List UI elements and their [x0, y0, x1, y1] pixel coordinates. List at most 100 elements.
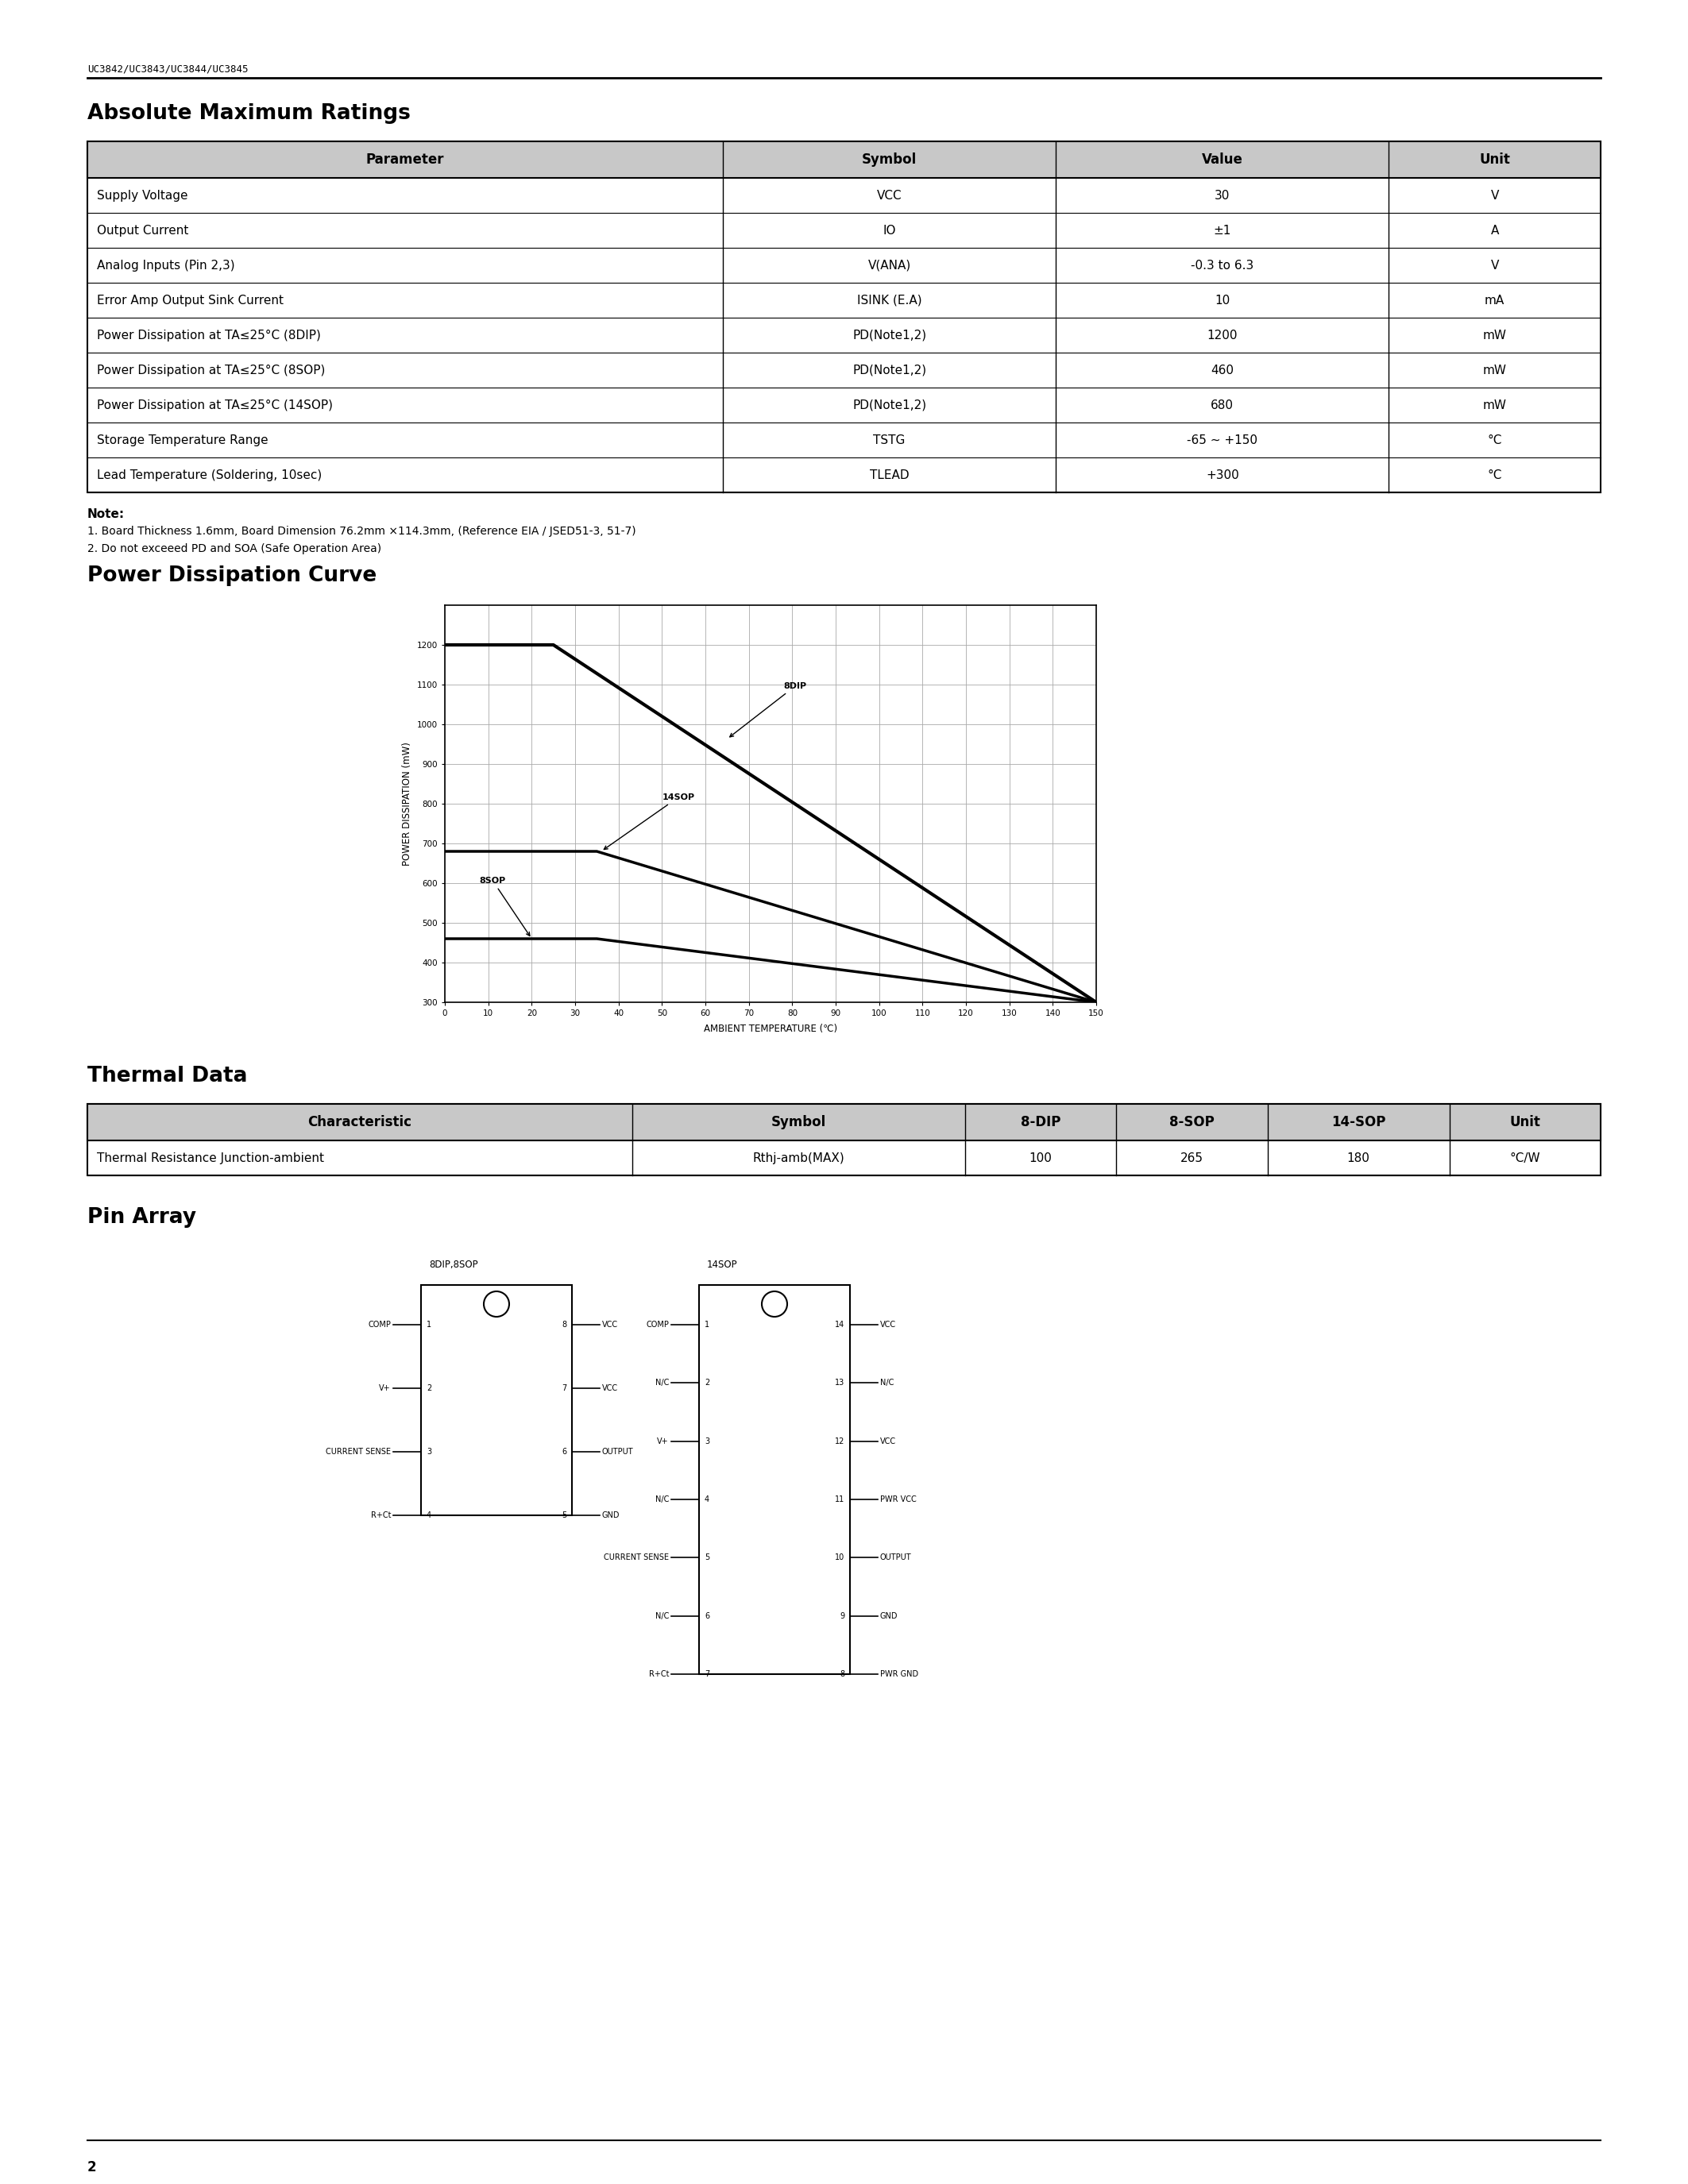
- Text: -0.3 to 6.3: -0.3 to 6.3: [1190, 260, 1254, 271]
- Text: OUTPUT: OUTPUT: [879, 1553, 912, 1562]
- Text: V: V: [1491, 260, 1499, 271]
- Text: R+Ct: R+Ct: [648, 1671, 668, 1677]
- Text: 3: 3: [427, 1448, 432, 1457]
- Text: 2: 2: [88, 2160, 96, 2175]
- Text: 12: 12: [834, 1437, 844, 1446]
- Text: mW: mW: [1482, 365, 1507, 376]
- Text: 8DIP,8SOP: 8DIP,8SOP: [429, 1260, 478, 1269]
- Text: 14-SOP: 14-SOP: [1332, 1116, 1386, 1129]
- Text: VCC: VCC: [603, 1321, 618, 1328]
- Text: mA: mA: [1485, 295, 1504, 306]
- Text: 3: 3: [704, 1437, 709, 1446]
- Text: 460: 460: [1210, 365, 1234, 376]
- Text: Power Dissipation at TA≤25°C (8DIP): Power Dissipation at TA≤25°C (8DIP): [96, 330, 321, 341]
- Text: Rthj-amb(MAX): Rthj-amb(MAX): [753, 1151, 844, 1164]
- Text: °C: °C: [1487, 470, 1502, 480]
- Text: 1: 1: [704, 1321, 709, 1328]
- Circle shape: [761, 1291, 787, 1317]
- Text: Note:: Note:: [88, 509, 125, 520]
- Text: PWR GND: PWR GND: [879, 1671, 918, 1677]
- Y-axis label: POWER DISSIPATION (mW): POWER DISSIPATION (mW): [402, 743, 412, 865]
- Text: GND: GND: [603, 1511, 619, 1520]
- Text: Supply Voltage: Supply Voltage: [96, 190, 187, 201]
- Text: V+: V+: [380, 1385, 392, 1391]
- Text: Error Amp Output Sink Current: Error Amp Output Sink Current: [96, 295, 284, 306]
- Text: 180: 180: [1347, 1151, 1371, 1164]
- Text: 14SOP: 14SOP: [707, 1260, 738, 1269]
- Text: Output Current: Output Current: [96, 225, 189, 236]
- Text: 100: 100: [1030, 1151, 1052, 1164]
- Text: Power Dissipation at TA≤25°C (14SOP): Power Dissipation at TA≤25°C (14SOP): [96, 400, 333, 411]
- Text: PWR VCC: PWR VCC: [879, 1496, 917, 1503]
- Text: CURRENT SENSE: CURRENT SENSE: [326, 1448, 392, 1457]
- Text: 6: 6: [704, 1612, 709, 1621]
- Text: Absolute Maximum Ratings: Absolute Maximum Ratings: [88, 103, 410, 124]
- Text: 30: 30: [1215, 190, 1231, 201]
- Text: °C/W: °C/W: [1509, 1151, 1539, 1164]
- Circle shape: [484, 1291, 510, 1317]
- Text: 265: 265: [1180, 1151, 1204, 1164]
- Text: ISINK (E.A): ISINK (E.A): [858, 295, 922, 306]
- Text: mW: mW: [1482, 400, 1507, 411]
- Text: 14SOP: 14SOP: [604, 793, 695, 850]
- Text: VCC: VCC: [603, 1385, 618, 1391]
- Text: 14: 14: [834, 1321, 844, 1328]
- Bar: [88, 1103, 1600, 1140]
- Text: N/C: N/C: [879, 1378, 895, 1387]
- Text: -65 ~ +150: -65 ~ +150: [1187, 435, 1258, 446]
- Text: 2: 2: [704, 1378, 709, 1387]
- Text: 5: 5: [562, 1511, 567, 1520]
- Text: 5: 5: [704, 1553, 709, 1562]
- Text: VCC: VCC: [876, 190, 901, 201]
- Text: IO: IO: [883, 225, 896, 236]
- Bar: [420, 1284, 572, 1516]
- Bar: [88, 142, 1600, 491]
- Text: 1200: 1200: [1207, 330, 1237, 341]
- Text: Power Dissipation Curve: Power Dissipation Curve: [88, 566, 376, 585]
- Text: Analog Inputs (Pin 2,3): Analog Inputs (Pin 2,3): [96, 260, 235, 271]
- Text: 1. Board Thickness 1.6mm, Board Dimension 76.2mm ×114.3mm, (Reference EIA / JSED: 1. Board Thickness 1.6mm, Board Dimensio…: [88, 526, 636, 537]
- Bar: [88, 142, 1600, 177]
- Text: Thermal Data: Thermal Data: [88, 1066, 248, 1085]
- Text: V: V: [1491, 190, 1499, 201]
- Text: Characteristic: Characteristic: [307, 1116, 412, 1129]
- Text: UC3842/UC3843/UC3844/UC3845: UC3842/UC3843/UC3844/UC3845: [88, 63, 248, 74]
- Text: 9: 9: [839, 1612, 844, 1621]
- Text: 10: 10: [1215, 295, 1231, 306]
- Text: Value: Value: [1202, 153, 1242, 166]
- Text: Pin Array: Pin Array: [88, 1208, 196, 1227]
- Text: 8SOP: 8SOP: [479, 876, 530, 937]
- Text: GND: GND: [879, 1612, 898, 1621]
- Text: R+Ct: R+Ct: [371, 1511, 392, 1520]
- Text: PD(Note1,2): PD(Note1,2): [852, 330, 927, 341]
- Bar: [699, 1284, 851, 1675]
- Text: 8-DIP: 8-DIP: [1021, 1116, 1060, 1129]
- Text: Lead Temperature (Soldering, 10sec): Lead Temperature (Soldering, 10sec): [96, 470, 322, 480]
- Text: CURRENT SENSE: CURRENT SENSE: [604, 1553, 668, 1562]
- Text: Storage Temperature Range: Storage Temperature Range: [96, 435, 268, 446]
- Text: Unit: Unit: [1509, 1116, 1541, 1129]
- Text: 4: 4: [427, 1511, 432, 1520]
- Text: 6: 6: [562, 1448, 567, 1457]
- Text: Parameter: Parameter: [366, 153, 444, 166]
- Text: 8-SOP: 8-SOP: [1170, 1116, 1215, 1129]
- Text: VCC: VCC: [879, 1321, 896, 1328]
- Text: V(ANA): V(ANA): [868, 260, 912, 271]
- Text: COMP: COMP: [368, 1321, 392, 1328]
- Text: OUTPUT: OUTPUT: [603, 1448, 633, 1457]
- Text: Unit: Unit: [1479, 153, 1511, 166]
- Text: ±1: ±1: [1214, 225, 1231, 236]
- Text: +300: +300: [1205, 470, 1239, 480]
- Text: mW: mW: [1482, 330, 1507, 341]
- Text: 8: 8: [839, 1671, 844, 1677]
- Text: Thermal Resistance Junction-ambient: Thermal Resistance Junction-ambient: [96, 1151, 324, 1164]
- Text: N/C: N/C: [655, 1378, 668, 1387]
- Bar: [88, 1103, 1600, 1175]
- Text: N/C: N/C: [655, 1496, 668, 1503]
- Text: 10: 10: [834, 1553, 844, 1562]
- Text: TLEAD: TLEAD: [869, 470, 910, 480]
- Text: 2: 2: [427, 1385, 432, 1391]
- Text: TSTG: TSTG: [873, 435, 905, 446]
- X-axis label: AMBIENT TEMPERATURE (℃): AMBIENT TEMPERATURE (℃): [704, 1024, 837, 1035]
- Text: 4: 4: [704, 1496, 709, 1503]
